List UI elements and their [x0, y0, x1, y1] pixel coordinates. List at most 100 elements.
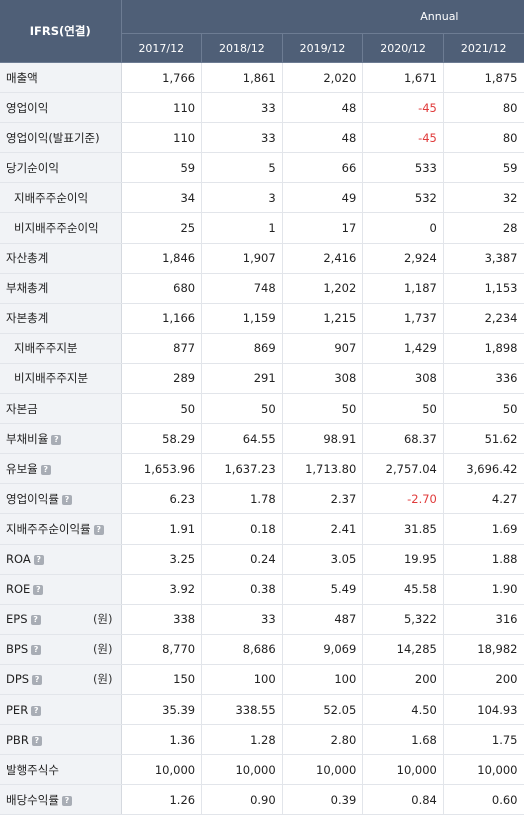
table-row: 부채총계 680 748 1,202 1,187 1,153 [0, 273, 524, 304]
row-label: EPS [6, 612, 28, 627]
value-cell: 2.41 [282, 513, 364, 545]
value-cell: 1,429 [362, 333, 444, 364]
unit-label: (원) [92, 642, 113, 657]
help-icon[interactable]: ? [61, 795, 72, 806]
help-icon[interactable]: ? [33, 585, 44, 596]
help-icon[interactable]: ? [31, 735, 42, 746]
row-label: 지배주주지분 [14, 341, 78, 356]
value-cell: 33 [201, 122, 283, 154]
value-cell: 150 [121, 664, 203, 695]
table-row: BPS? (원) 8,770 8,686 9,069 14,285 18,982 [0, 634, 524, 665]
value-cell: 33 [201, 604, 283, 635]
row-label-cell: 자본금 [0, 393, 122, 425]
value-cell: 5,322 [362, 604, 444, 635]
value-cell: 10,000 [443, 754, 524, 786]
value-cell: 18,982 [443, 634, 524, 665]
row-label-cell: 지배주주순이익 [0, 182, 122, 214]
table-row: 비지배주주순이익 25 1 17 0 28 [0, 212, 524, 244]
row-label-cell: EPS? (원) [0, 604, 122, 635]
value-cell: 200 [362, 664, 444, 695]
table-row: 자본금 50 50 50 50 50 [0, 393, 524, 425]
row-label-cell: 지배주주순이익률? [0, 513, 122, 545]
row-label-cell: DPS? (원) [0, 664, 122, 695]
help-icon[interactable]: ? [32, 675, 43, 686]
row-label: BPS [6, 642, 29, 657]
row-label: 영업이익 [6, 100, 49, 115]
value-cell: 14,285 [362, 634, 444, 665]
value-cell: 10,000 [201, 754, 283, 786]
value-cell: 50 [443, 393, 524, 425]
value-cell: 3.92 [121, 574, 203, 605]
help-icon[interactable]: ? [40, 464, 51, 475]
value-cell: 0.39 [282, 784, 364, 815]
value-cell: 308 [282, 363, 364, 395]
value-cell: 532 [362, 182, 444, 214]
value-cell: 1,671 [362, 62, 444, 94]
value-cell: 48 [282, 122, 364, 154]
value-cell: 1,166 [121, 303, 203, 334]
value-cell: 291 [201, 363, 283, 395]
value-cell: 17 [282, 212, 364, 244]
table-row: 영업이익(발표기준) 110 33 48 -45 80 [0, 122, 524, 154]
table-row: 지배주주순이익 34 3 49 532 32 [0, 182, 524, 214]
row-label-cell: PBR? [0, 724, 122, 756]
value-cell: 4.27 [443, 483, 524, 515]
help-icon[interactable]: ? [61, 494, 72, 505]
value-cell: 1,153 [443, 273, 524, 304]
value-cell: 1,713.80 [282, 453, 364, 485]
value-cell: 1,875 [443, 62, 524, 94]
value-cell: 0.18 [201, 513, 283, 545]
value-cell: 877 [121, 333, 203, 364]
table-row: 부채비율? 58.29 64.55 98.91 68.37 51.62 [0, 423, 524, 455]
year-header: 2017/12 [121, 33, 203, 63]
year-header: 2020/12 [362, 33, 444, 63]
table-row: PER? 35.39 338.55 52.05 4.50 104.93 [0, 694, 524, 726]
row-label-cell: ROA? [0, 544, 122, 575]
value-cell: 1.28 [201, 724, 283, 756]
value-cell: 110 [121, 92, 203, 124]
accounting-standard-header: IFRS(연결) [0, 0, 122, 63]
help-icon[interactable]: ? [93, 524, 104, 535]
help-icon[interactable]: ? [30, 615, 41, 626]
value-cell: 34 [121, 182, 203, 214]
year-header: 2019/12 [282, 33, 364, 63]
row-label-cell: BPS? (원) [0, 634, 122, 665]
value-cell: 50 [201, 393, 283, 425]
value-cell: 10,000 [362, 754, 444, 786]
value-cell: 19.95 [362, 544, 444, 575]
value-cell: 1,187 [362, 273, 444, 304]
value-cell: 338 [121, 604, 203, 635]
value-cell: -45 [362, 92, 444, 124]
value-cell: 338.55 [201, 694, 283, 726]
value-cell: 1.91 [121, 513, 203, 545]
help-icon[interactable]: ? [33, 555, 44, 566]
value-cell: 200 [443, 664, 524, 695]
table-row: 자산총계 1,846 1,907 2,416 2,924 3,387 [0, 243, 524, 274]
value-cell: 3 [201, 182, 283, 214]
value-cell: 1,202 [282, 273, 364, 304]
value-cell: 80 [443, 122, 524, 154]
table-row: 영업이익 110 33 48 -45 80 [0, 92, 524, 124]
value-cell: 680 [121, 273, 203, 304]
value-cell: 869 [201, 333, 283, 364]
value-cell: 0.38 [201, 574, 283, 605]
help-icon[interactable]: ? [31, 645, 42, 656]
value-cell: 1,215 [282, 303, 364, 334]
value-cell: 31.85 [362, 513, 444, 545]
value-cell: 5.49 [282, 574, 364, 605]
row-label: 자산총계 [6, 251, 49, 266]
row-label-cell: 자산총계 [0, 243, 122, 274]
help-icon[interactable]: ? [51, 434, 62, 445]
value-cell: 0.60 [443, 784, 524, 815]
value-cell: 1,737 [362, 303, 444, 334]
value-cell: 110 [121, 122, 203, 154]
value-cell: 104.93 [443, 694, 524, 726]
row-label: ROA [6, 552, 31, 567]
help-icon[interactable]: ? [31, 705, 42, 716]
value-cell: 50 [282, 393, 364, 425]
table-row: 자본총계 1,166 1,159 1,215 1,737 2,234 [0, 303, 524, 334]
table-row: 발행주식수 10,000 10,000 10,000 10,000 10,000 [0, 754, 524, 786]
value-cell: 2.37 [282, 483, 364, 515]
row-label: 비지배주주순이익 [14, 221, 99, 236]
